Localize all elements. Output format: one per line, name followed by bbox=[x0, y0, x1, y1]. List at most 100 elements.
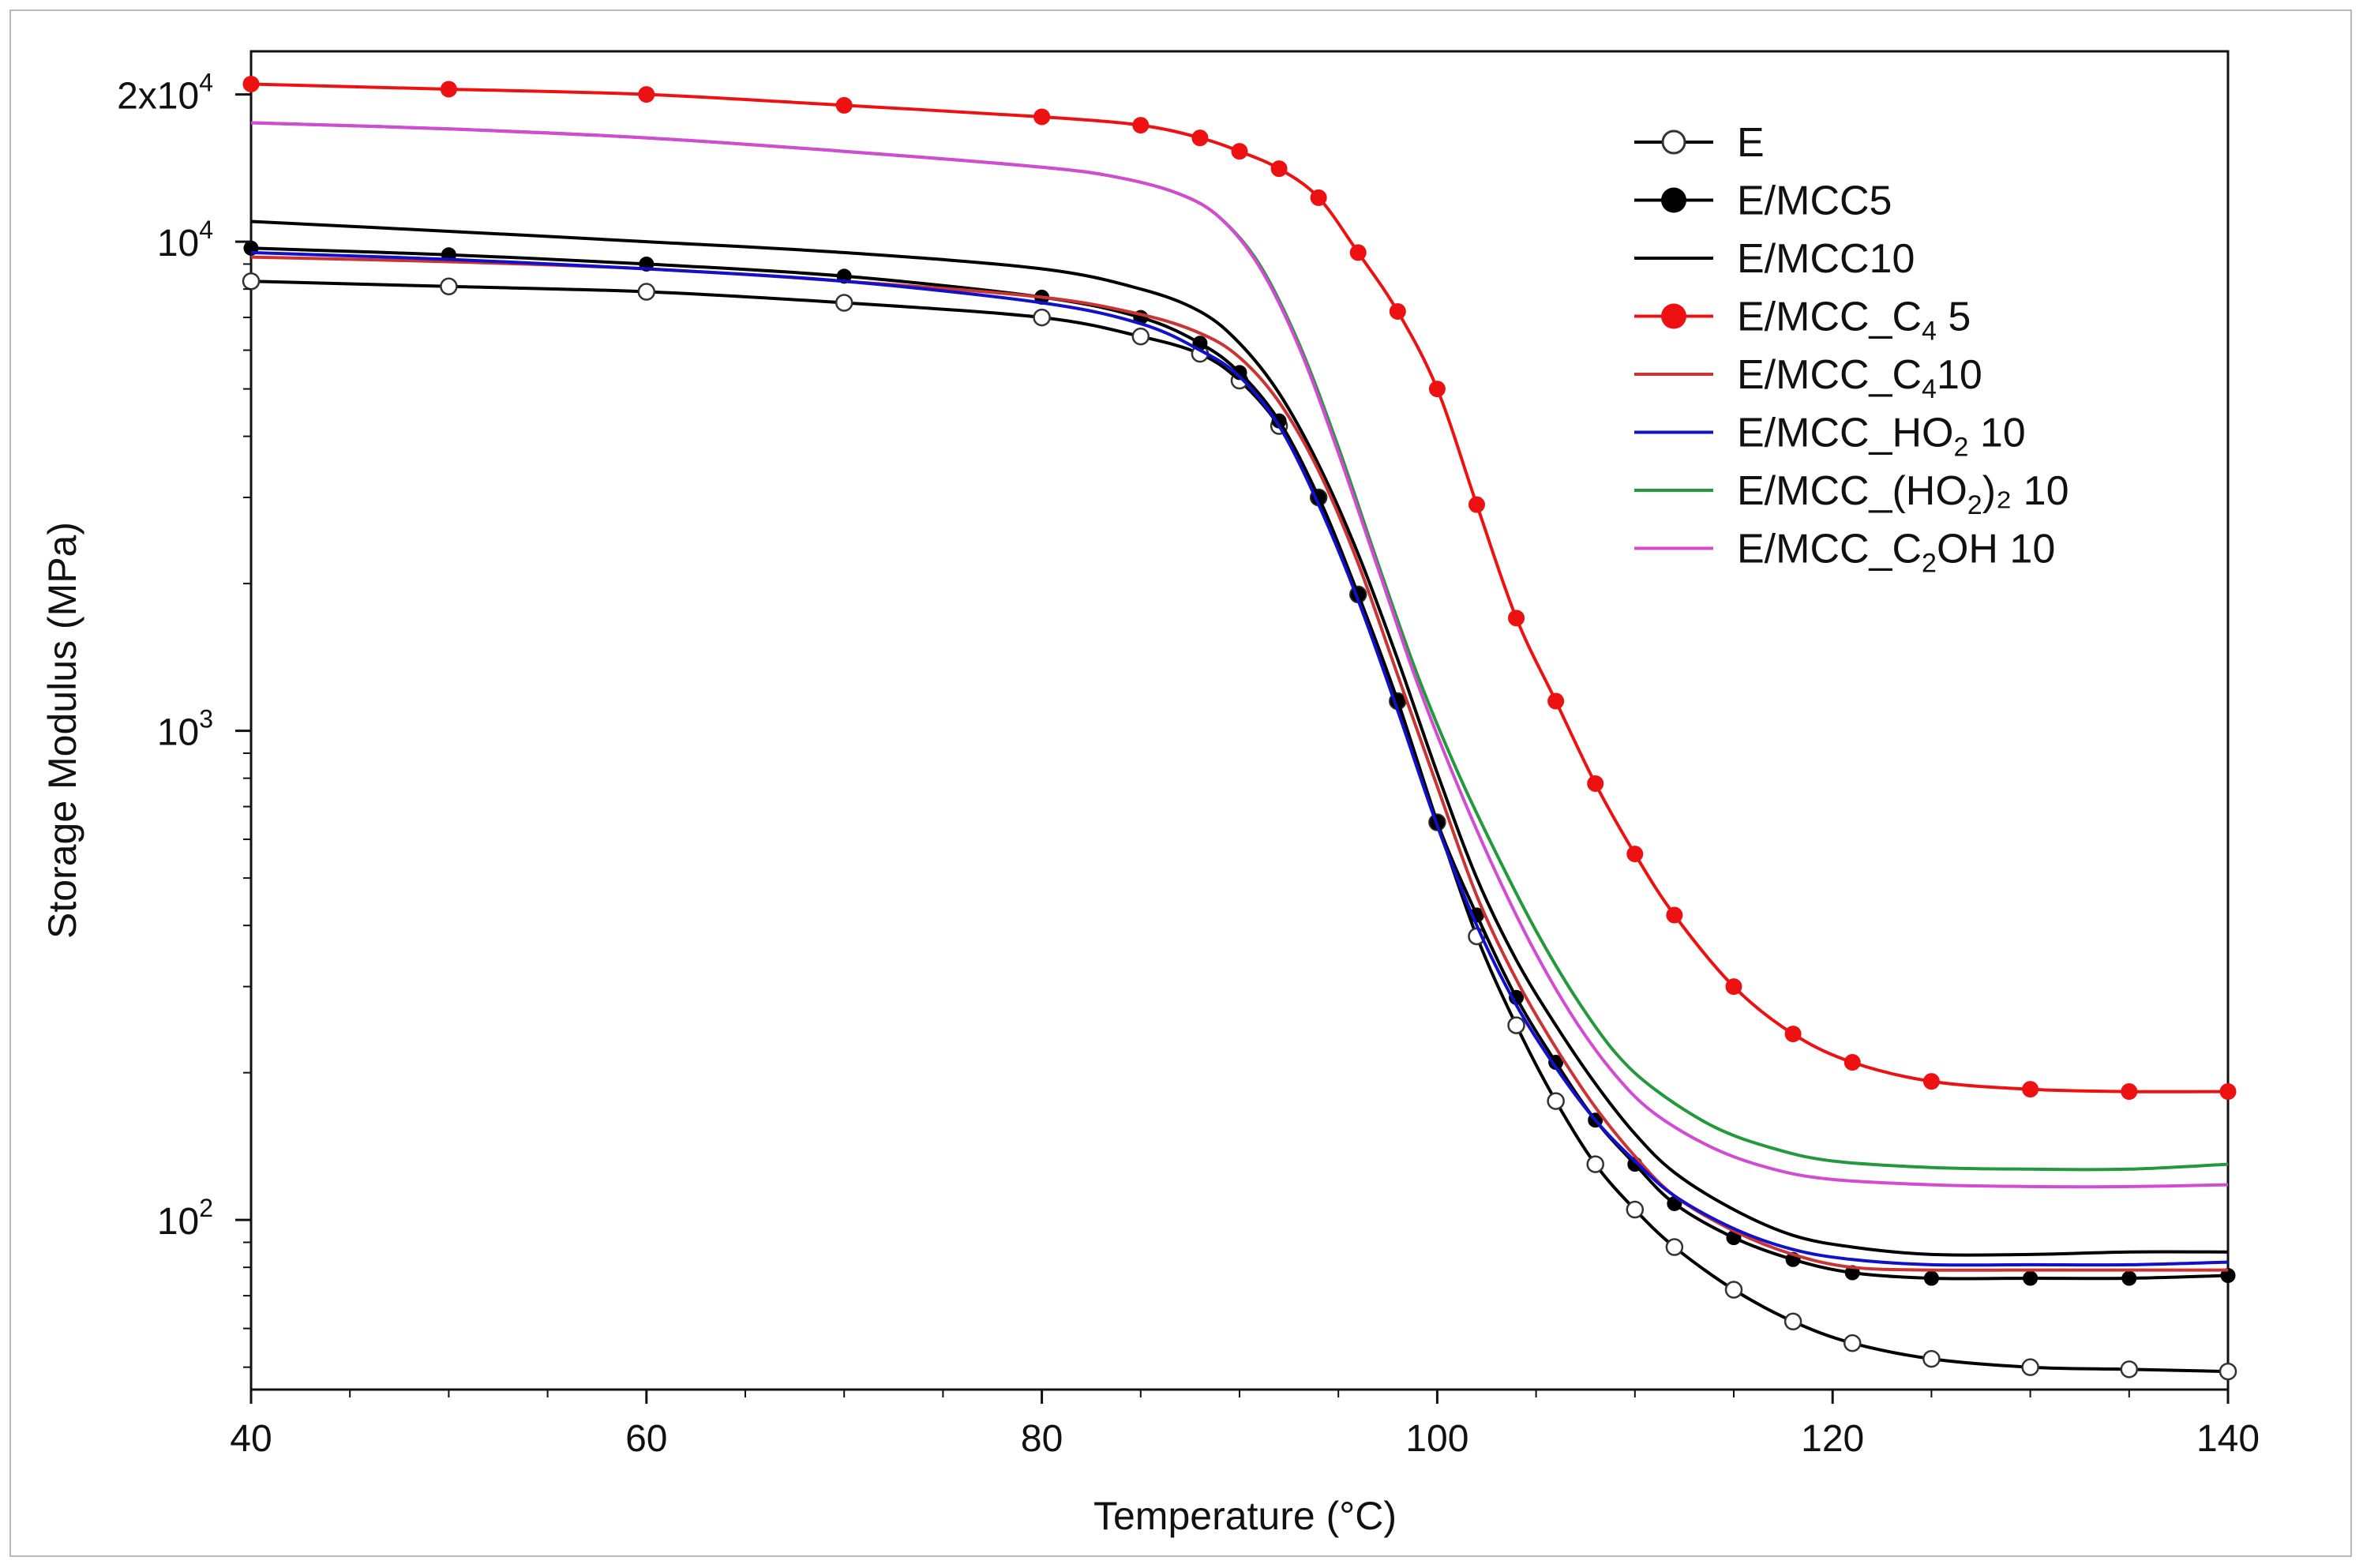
y-axis-title: Storage Modulus (MPa) bbox=[40, 522, 84, 939]
data-point bbox=[1843, 1334, 1862, 1352]
data-point bbox=[1547, 1092, 1565, 1110]
y-tick-label: 102 bbox=[157, 1194, 213, 1243]
data-point bbox=[637, 283, 656, 301]
data-point bbox=[638, 86, 655, 103]
data-point bbox=[2021, 1358, 2039, 1376]
series-4 bbox=[242, 75, 2237, 1101]
y-tick-exponent: 2 bbox=[199, 1194, 213, 1222]
legend-marker bbox=[1661, 303, 1686, 329]
y-tick-base: 10 bbox=[157, 223, 199, 264]
x-tick-label: 120 bbox=[1801, 1418, 1864, 1460]
data-point bbox=[242, 272, 261, 291]
legend-label-suffix: 10 bbox=[1968, 411, 2025, 456]
legend-label: E/MCC_(HO2)₂ 10 bbox=[1737, 468, 2069, 520]
legend-label-subscript: 4 bbox=[1922, 374, 1937, 404]
data-point bbox=[1725, 978, 1742, 996]
y-tick-label: 103 bbox=[157, 705, 213, 754]
data-point bbox=[1270, 160, 1288, 178]
legend-label-main: E/MCC5 bbox=[1737, 178, 1892, 224]
y-tick-label: 2x104 bbox=[117, 69, 213, 118]
legend-label: E/MCC_C2OH 10 bbox=[1737, 527, 2055, 579]
data-point bbox=[1231, 143, 1248, 160]
legend-item-3: E/MCC10 bbox=[1634, 236, 1915, 282]
legend-label-main: E bbox=[1737, 120, 1765, 166]
legend-label-suffix: )₂ 10 bbox=[1982, 468, 2069, 514]
data-point bbox=[1191, 129, 1209, 147]
data-point bbox=[2023, 1270, 2039, 1286]
legend-label: E/MCC10 bbox=[1737, 236, 1915, 282]
legend-item-6: E/MCC_HO2 10 bbox=[1634, 411, 2026, 463]
data-point bbox=[2121, 1083, 2138, 1101]
series-line bbox=[250, 255, 2228, 1272]
series-3 bbox=[250, 219, 2229, 1257]
legend-label-main: E/MCC_C bbox=[1737, 527, 1922, 572]
data-point bbox=[1389, 302, 1406, 320]
data-point bbox=[1784, 1026, 1802, 1043]
series-layer bbox=[242, 75, 2237, 1381]
y-tick-base: 10 bbox=[157, 1201, 199, 1243]
legend-marker bbox=[1661, 187, 1686, 213]
legend-marker bbox=[1661, 129, 1686, 155]
legend-label-subscript: 2 bbox=[1922, 549, 1937, 579]
data-point bbox=[1923, 1270, 1939, 1286]
y-tick-base: 2x10 bbox=[117, 76, 199, 118]
series-6 bbox=[250, 250, 2229, 1267]
data-point bbox=[1844, 1054, 1861, 1071]
series-5 bbox=[250, 255, 2228, 1272]
x-tick-label: 80 bbox=[1021, 1418, 1063, 1460]
legend-label-subscript: 2 bbox=[1967, 490, 1982, 520]
data-point bbox=[1507, 1016, 1525, 1034]
x-tick-label: 140 bbox=[2196, 1418, 2260, 1460]
legend-item-7: E/MCC_(HO2)₂ 10 bbox=[1634, 468, 2069, 520]
data-point bbox=[1922, 1073, 1940, 1090]
legend-label-main: E/MCC10 bbox=[1737, 236, 1915, 282]
legend-label-subscript: 2 bbox=[1953, 433, 1968, 463]
data-point bbox=[1547, 692, 1565, 710]
data-point bbox=[1310, 189, 1327, 206]
data-point bbox=[1349, 244, 1367, 261]
data-point bbox=[835, 96, 853, 114]
data-point bbox=[2022, 1081, 2039, 1098]
data-point bbox=[1626, 846, 1644, 863]
plot-background bbox=[249, 50, 2230, 1391]
data-point bbox=[2219, 1083, 2237, 1101]
data-point bbox=[1665, 1238, 1684, 1256]
data-point bbox=[1132, 117, 1150, 134]
y-tick-base: 10 bbox=[157, 712, 199, 754]
data-point bbox=[440, 277, 458, 296]
x-tick-label: 100 bbox=[1405, 1418, 1468, 1460]
y-tick-label: 104 bbox=[157, 216, 213, 264]
legend-label-suffix: 10 bbox=[1937, 352, 1982, 398]
data-point bbox=[1033, 108, 1051, 126]
data-point bbox=[1468, 496, 1485, 513]
y-tick-exponent: 3 bbox=[199, 705, 213, 733]
data-point bbox=[1784, 1312, 1802, 1331]
data-point bbox=[440, 81, 457, 98]
x-tick-label: 60 bbox=[625, 1418, 667, 1460]
data-point bbox=[835, 294, 853, 312]
series-7 bbox=[250, 121, 2229, 1172]
series-line bbox=[250, 121, 2229, 1172]
data-point bbox=[1033, 308, 1051, 327]
x-axis-title: Temperature (°C) bbox=[1093, 1494, 1397, 1538]
series-line bbox=[250, 250, 2229, 1267]
legend-label: E/MCC_C4 5 bbox=[1737, 294, 1971, 347]
legend-label-main: E/MCC_HO bbox=[1737, 411, 1953, 456]
legend-label: E/MCC_C410 bbox=[1737, 352, 1982, 404]
legend-item-2: E/MCC5 bbox=[1634, 178, 1892, 224]
data-point bbox=[1922, 1349, 1941, 1368]
data-point bbox=[1587, 775, 1604, 792]
data-point bbox=[1724, 1281, 1743, 1299]
figure-frame bbox=[9, 9, 2352, 1557]
data-point bbox=[2120, 1360, 2139, 1379]
legend-label-subscript: 4 bbox=[1922, 317, 1937, 347]
data-point bbox=[242, 75, 260, 92]
x-tick-label: 40 bbox=[230, 1418, 272, 1460]
data-point bbox=[1508, 610, 1525, 627]
series-line bbox=[250, 219, 2229, 1257]
legend-item-1: E bbox=[1634, 120, 1765, 166]
data-point bbox=[1586, 1155, 1604, 1173]
